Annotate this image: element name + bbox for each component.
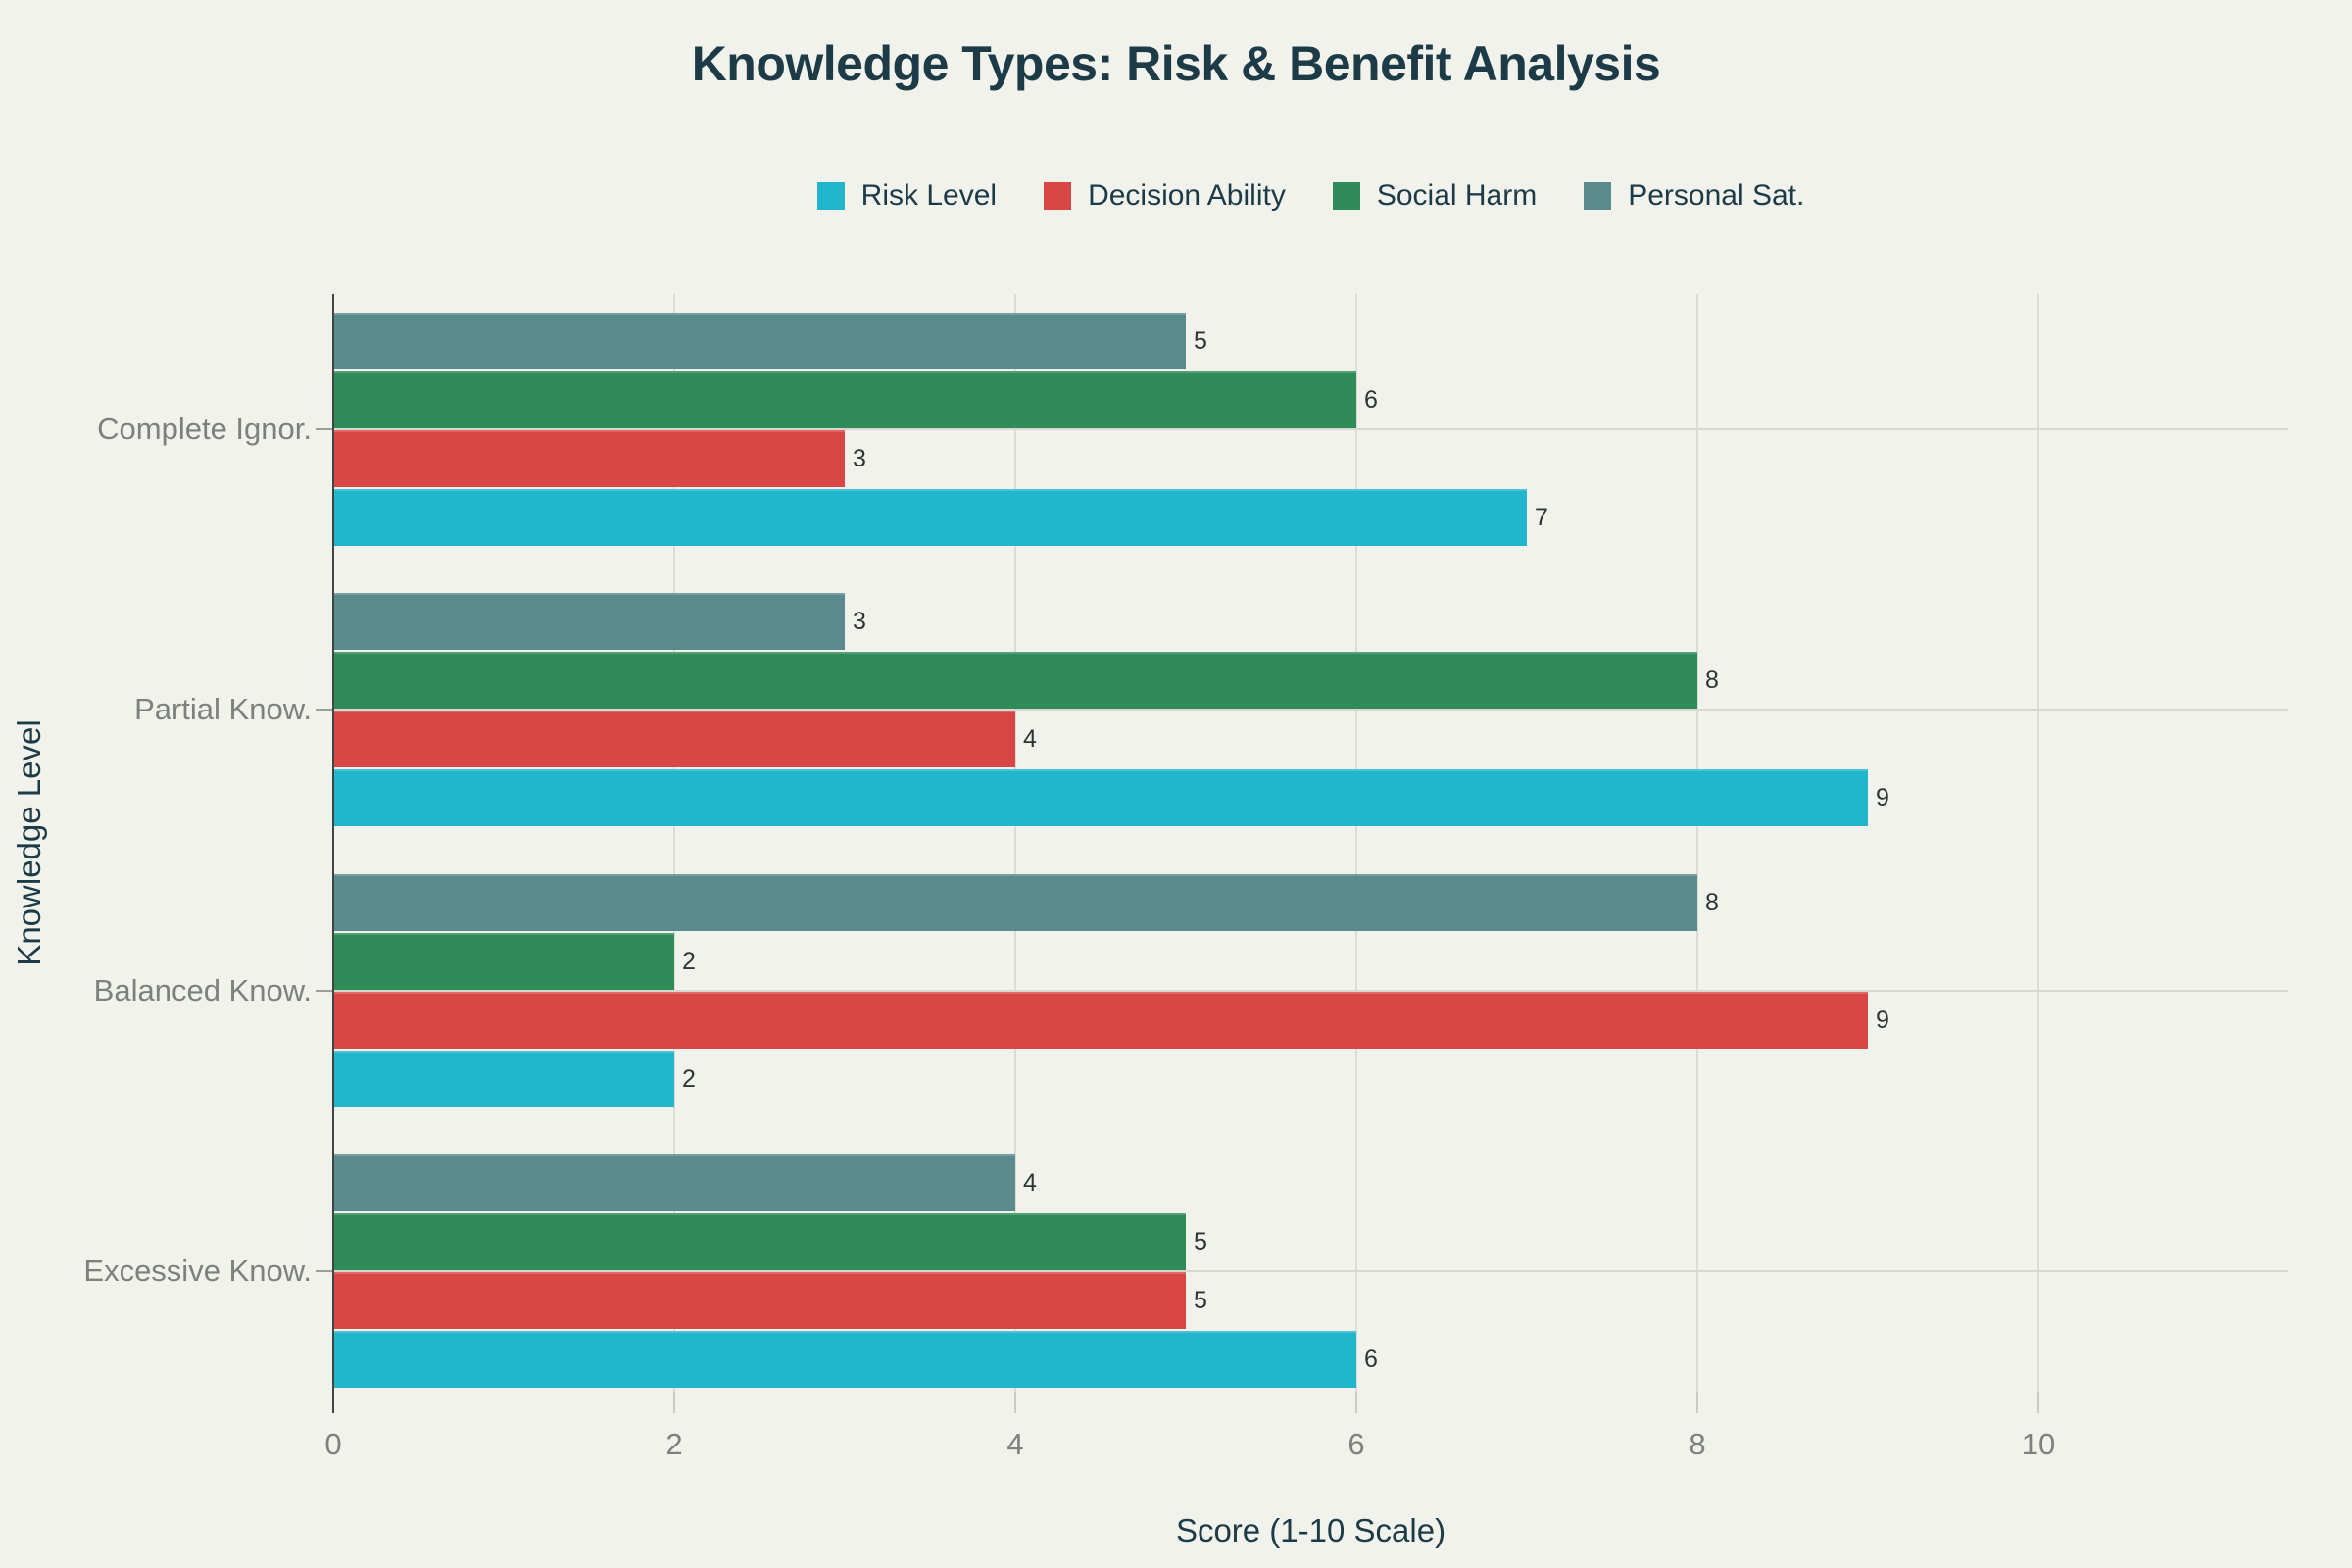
category-label-balanced-know: Balanced Know. [93,973,312,1007]
personal-sat-bar [334,1154,1015,1211]
legend-label: Personal Sat. [1628,179,1805,212]
category-label-excessive-know: Excessive Know. [83,1253,312,1288]
bar-value-label: 2 [682,1065,696,1093]
gridline-horizontal [333,428,2288,430]
bar-value-label: 4 [1023,725,1037,753]
x-tick-label: 10 [2021,1427,2056,1461]
decision-ability-bar [334,710,1015,767]
x-axis-tick [332,1392,334,1413]
decision-ability-bar [334,430,845,487]
y-axis-spine [332,294,334,1392]
legend: Risk Level Decision Ability Social Harm Per… [333,172,2288,220]
y-axis-tick [316,428,333,430]
personal-sat-bar [334,313,1186,369]
gridline-horizontal [333,990,2288,992]
decision-ability-bar [334,1272,1186,1329]
social-harm-bar [334,652,1697,709]
y-axis-tick [316,1270,333,1272]
legend-label: Decision Ability [1088,179,1286,212]
gridline-vertical [1696,294,1698,1392]
risk-level-swatch-icon [816,182,845,210]
bar-value-label: 5 [1194,1287,1207,1314]
category-label-partial-know: Partial Know. [134,692,312,726]
bar-value-label: 8 [1705,666,1719,694]
decision-ability-swatch-icon [1044,182,1072,210]
bar-value-label: 8 [1705,889,1719,916]
x-tick-label: 0 [324,1427,342,1461]
x-axis-tick [1014,1392,1016,1413]
x-axis-tick [2037,1392,2039,1413]
x-axis-title: Score (1-10 Scale) [1175,1512,1446,1548]
category-label-complete-ignor: Complete Ignor. [97,412,312,446]
gridline-vertical [673,294,675,1392]
x-axis-tick [1355,1392,1357,1413]
bar-value-label: 7 [1535,504,1548,531]
x-tick-label: 2 [665,1427,683,1461]
social-harm-bar [334,1213,1186,1270]
legend-label: Risk Level [860,179,998,212]
decision-ability-bar [334,992,1868,1049]
x-axis-tick [673,1392,675,1413]
legend-item-risk-level[interactable]: Risk Level [816,179,998,213]
gridline-horizontal [333,1270,2288,1272]
bar-value-label: 5 [1194,327,1207,355]
personal-sat-bar [334,874,1697,931]
legend-item-decision-ability[interactable]: Decision Ability [1044,179,1286,213]
risk-level-bar [334,1331,1356,1388]
bar-value-label: 3 [853,445,866,472]
gridline-horizontal [333,709,2288,710]
bar-value-label: 5 [1194,1228,1207,1255]
x-tick-label: 4 [1006,1427,1024,1461]
bar-value-label: 6 [1364,386,1378,414]
bar-value-label: 9 [1876,784,1889,811]
social-harm-bar [334,371,1356,428]
risk-level-bar [334,769,1868,826]
y-axis-title: Knowledge Level [11,719,47,966]
legend-label: Social Harm [1376,179,1538,212]
personal-sat-bar [334,593,845,650]
x-tick-label: 8 [1689,1427,1706,1461]
social-harm-bar [334,933,674,990]
legend-item-personal-sat[interactable]: Personal Sat. [1584,179,1804,213]
bar-value-label: 4 [1023,1169,1037,1197]
risk-level-bar [334,1051,674,1107]
x-tick-label: 6 [1348,1427,1365,1461]
bar-value-label: 3 [853,608,866,635]
bar-value-label: 2 [682,948,696,975]
personal-sat-swatch-icon [1584,182,1612,210]
y-axis-tick [316,990,333,992]
social-harm-swatch-icon [1332,182,1360,210]
bar-value-label: 9 [1876,1006,1889,1034]
y-axis-tick [316,709,333,710]
bar-value-label: 6 [1364,1346,1378,1373]
chart-title: Knowledge Types: Risk & Benefit Analysis [691,36,1661,91]
x-axis-tick [1696,1392,1698,1413]
gridline-vertical [1355,294,1357,1392]
legend-item-social-harm[interactable]: Social Harm [1332,179,1538,213]
risk-level-bar [334,489,1527,546]
gridline-vertical [1014,294,1016,1392]
gridline-vertical [2037,294,2039,1392]
